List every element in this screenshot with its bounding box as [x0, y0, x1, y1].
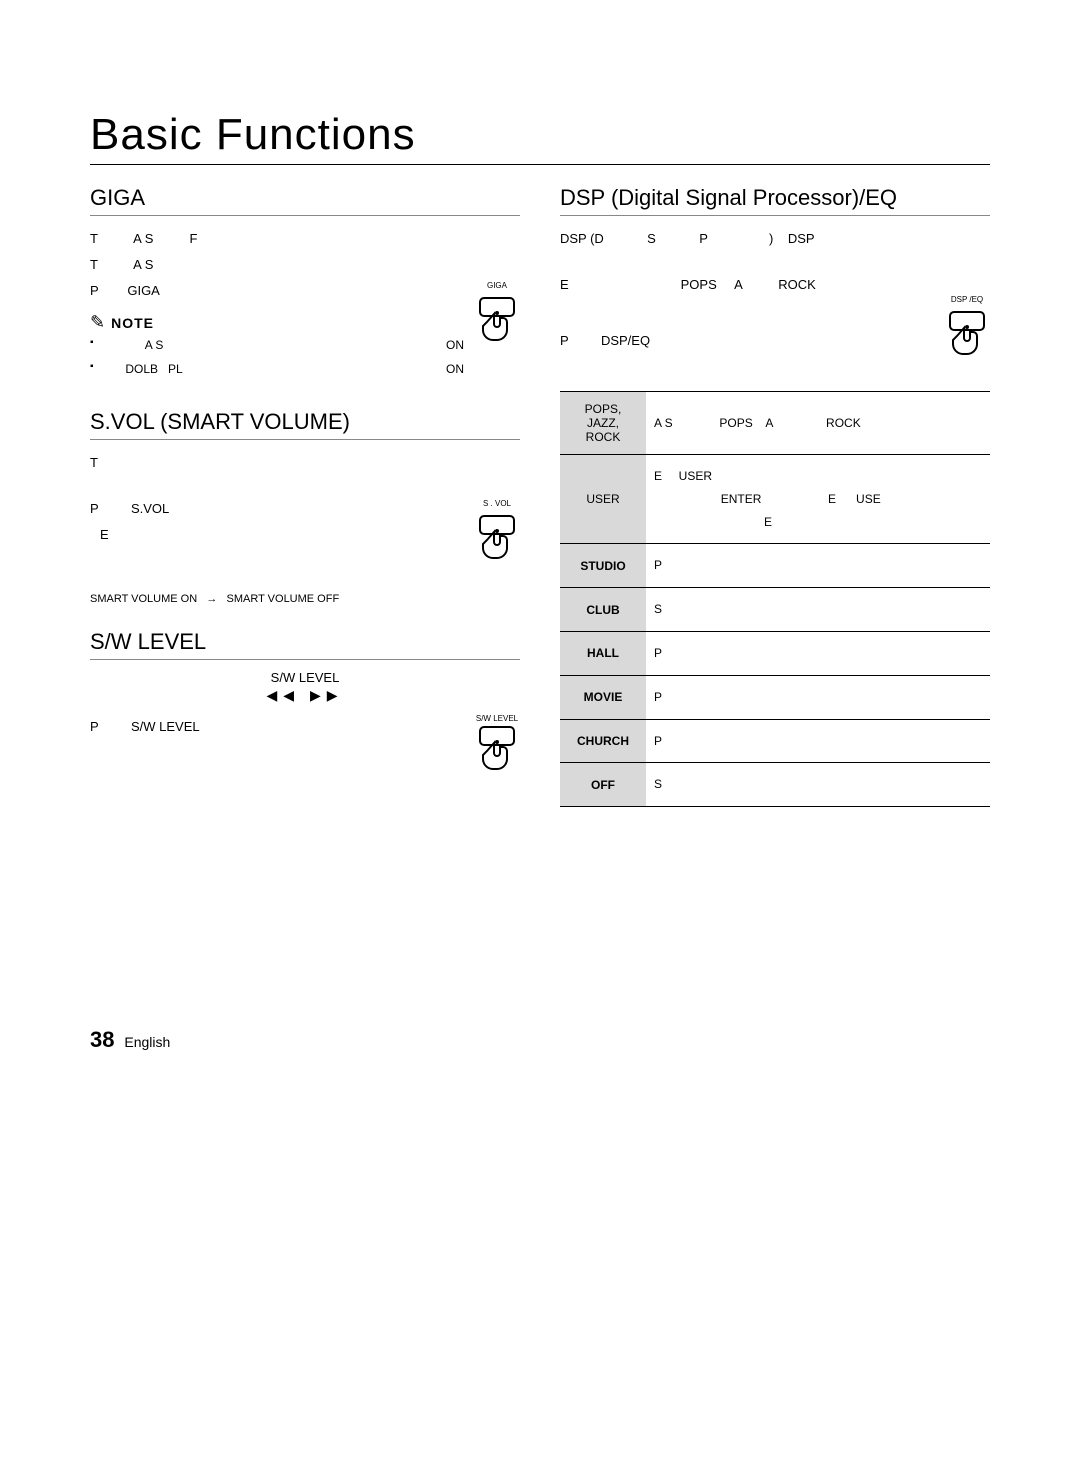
svol-btn-label: S . VOL [474, 496, 520, 512]
giga-text: T A S F T A S GIGA [90, 226, 520, 304]
table-row: OFFS [560, 763, 990, 807]
sw-center: S/W LEVEL [90, 670, 520, 685]
giga-t1c: F [190, 231, 198, 246]
svol-l2c: E [100, 527, 109, 542]
giga-btn-label: GIGA [474, 278, 520, 294]
mode-cell: STUDIO [560, 544, 646, 588]
note-row: ✎ NOTE [90, 312, 464, 333]
desc-cell: P [646, 719, 990, 763]
giga-t3b: GIGA [127, 283, 160, 298]
giga-t3a: P [90, 283, 98, 298]
left-column: GIGA T A S F T A S GIGA [90, 179, 520, 807]
page-footer: 38 English [90, 1027, 990, 1053]
sw-heading: S/W LEVEL [90, 623, 520, 660]
mode-cell: USER [560, 455, 646, 544]
table-row: STUDIOP [560, 544, 990, 588]
svol-l2b: S.VOL [131, 501, 169, 516]
press-hand-icon [474, 725, 520, 781]
dsp-btn-label: DSP /EQ [944, 292, 990, 308]
note-bullet-2: DOLB PL ON [90, 357, 520, 381]
dsp-heading: DSP (Digital Signal Processor)/EQ [560, 179, 990, 216]
svol-toggle: SMART VOLUME ON → SMART VOLUME OFF [90, 593, 520, 605]
desc-cell: S [646, 763, 990, 807]
track-icons: ◀◀ ▶▶ [90, 687, 520, 704]
dsp-button-graphic: DSP /EQ [944, 292, 990, 375]
table-row: CHURCHP [560, 719, 990, 763]
right-column: DSP (Digital Signal Processor)/EQ DSP (D… [560, 179, 990, 807]
sw-l2b: S/W LEVEL [131, 719, 200, 734]
note-icon: ✎ [90, 312, 105, 333]
table-row: POPS,JAZZ,ROCKA S POPS A ROCK [560, 392, 990, 455]
giga-t2b: A S [133, 257, 153, 272]
giga-t1a: T [90, 231, 98, 246]
table-row: MOVIEP [560, 675, 990, 719]
dsp-text: DSP (D S P ) DSP E P [560, 226, 990, 354]
press-hand-icon [944, 310, 990, 366]
desc-cell: P [646, 675, 990, 719]
mode-cell: CLUB [560, 588, 646, 632]
page-number: 38 [90, 1027, 114, 1052]
mode-cell: MOVIE [560, 675, 646, 719]
svol-text: T S . VOL P S.VOL E [90, 450, 520, 548]
dsp-modes-table: POPS,JAZZ,ROCKA S POPS A ROCKUSERE USER … [560, 391, 990, 807]
mode-cell: HALL [560, 631, 646, 675]
svol-heading: S.VOL (SMART VOLUME) [90, 403, 520, 440]
giga-heading: GIGA [90, 179, 520, 216]
svol-l1: T [90, 450, 520, 476]
table-row: USERE USER ENTER E USE E [560, 455, 990, 544]
note-label: NOTE [111, 315, 154, 331]
svol-button-graphic: S . VOL [474, 496, 520, 579]
mode-cell: OFF [560, 763, 646, 807]
table-row: CLUBS [560, 588, 990, 632]
page-language: English [124, 1034, 170, 1050]
sw-btn-label: S/W LEVEL [474, 714, 520, 723]
sw-l2a: P [90, 719, 98, 734]
desc-cell: P [646, 631, 990, 675]
note-bullet-1: A S ON [90, 333, 520, 357]
content-columns: GIGA T A S F T A S GIGA [90, 179, 990, 807]
sw-button-graphic: S/W LEVEL [474, 714, 520, 784]
table-row: HALLP [560, 631, 990, 675]
press-hand-icon [474, 514, 520, 570]
desc-cell: E USER ENTER E USE E [646, 455, 990, 544]
giga-t1b: A S [133, 231, 153, 246]
desc-cell: P [646, 544, 990, 588]
mode-cell: POPS,JAZZ,ROCK [560, 392, 646, 455]
svol-l2a: P [90, 501, 98, 516]
mode-cell: CHURCH [560, 719, 646, 763]
giga-t2a: T [90, 257, 98, 272]
desc-cell: A S POPS A ROCK [646, 392, 990, 455]
page-title: Basic Functions [90, 110, 990, 165]
desc-cell: S [646, 588, 990, 632]
